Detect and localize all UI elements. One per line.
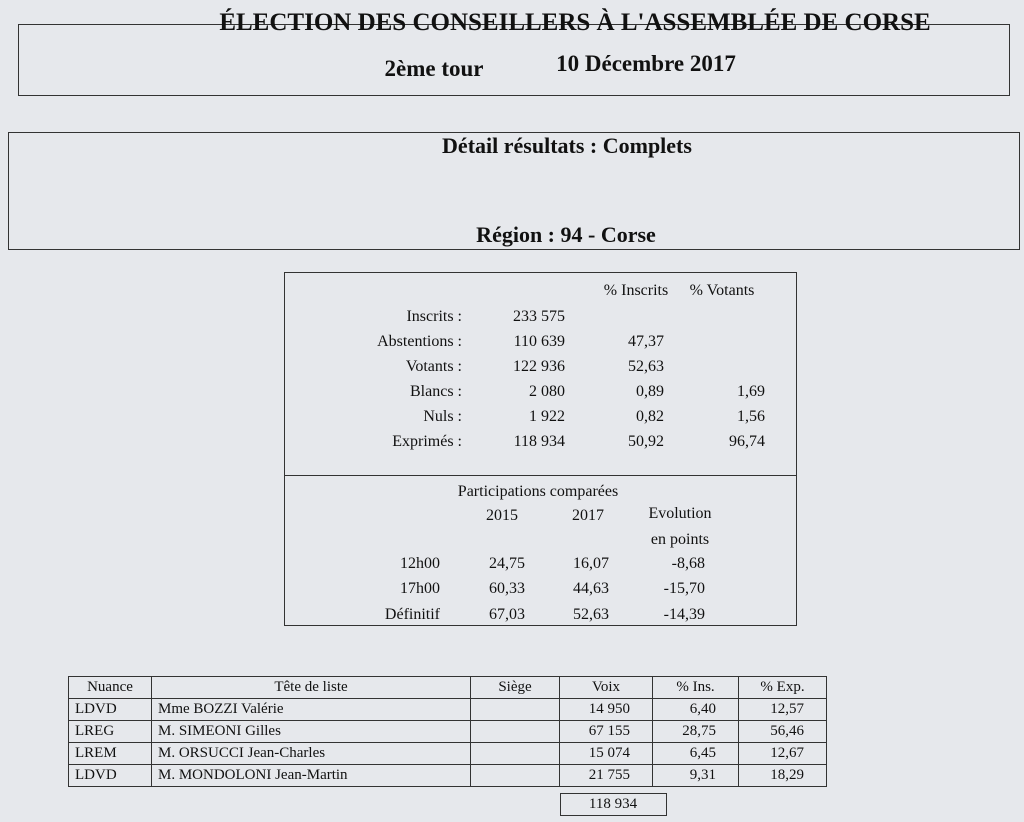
column-header: % Exp. <box>738 676 827 699</box>
results-header: Nuance Tête de liste Siège Voix % Ins. %… <box>68 676 827 699</box>
seat-cell <box>470 698 560 721</box>
row-label: Blancs : <box>410 383 462 400</box>
count: 2 080 <box>529 383 565 400</box>
total-box <box>560 793 667 816</box>
column-header: Voix <box>559 676 653 699</box>
result-row: LREG M. SIMEONI Gilles 67 155 28,75 56,46 <box>68 720 827 743</box>
column-header: 2017 <box>572 507 604 524</box>
pct-ins: 28,75 <box>652 720 739 743</box>
result-row: LREM M. ORSUCCI Jean-Charles 15 074 6,45 12,… <box>68 742 827 765</box>
row-label: Exprimés : <box>392 433 462 450</box>
evolution: -14,39 <box>663 606 705 623</box>
result-row: LDVD M. MONDOLONI Jean-Martin 21 755 9,31 18… <box>68 764 827 787</box>
column-header: % Ins. <box>652 676 739 699</box>
date: 10 Décembre 2017 <box>556 51 736 76</box>
value-2015: 60,33 <box>489 580 525 597</box>
votes: 15 074 <box>559 742 653 765</box>
votes: 21 755 <box>559 764 653 787</box>
pct-exp: 18,29 <box>738 764 827 787</box>
row-label: Nuls : <box>423 408 462 425</box>
column-header: % Votants <box>689 282 755 299</box>
nuance: LDVD <box>68 698 152 721</box>
value-2015: 67,03 <box>489 606 525 623</box>
total: 118 934 <box>588 796 638 812</box>
value-2017: 52,63 <box>573 606 609 623</box>
column-header: Siège <box>470 676 560 699</box>
pct-votants: 1,56 <box>737 408 765 425</box>
evolution: -8,68 <box>671 555 705 572</box>
seat-cell <box>470 742 560 765</box>
count: 118 934 <box>513 433 565 450</box>
results-body: LDVD Mme BOZZI Valérie 14 950 6,40 12,57 LREG… <box>68 698 827 787</box>
detail-box <box>8 132 1020 250</box>
candidate: M. SIMEONI Gilles <box>151 720 471 743</box>
count: 122 936 <box>513 358 565 375</box>
value-2015: 24,75 <box>489 555 525 572</box>
pct-ins: 9,31 <box>652 764 739 787</box>
pct-exp: 12,57 <box>738 698 827 721</box>
votes: 67 155 <box>559 720 653 743</box>
pct-exp: 56,46 <box>738 720 827 743</box>
count: 233 575 <box>513 308 565 325</box>
seat-cell <box>470 764 560 787</box>
detail-title: Détail résultats : Complets <box>442 133 692 158</box>
count: 110 639 <box>513 333 565 350</box>
pct-inscrits: 0,82 <box>636 408 664 425</box>
nuance: LREG <box>68 720 152 743</box>
candidate: Mme BOZZI Valérie <box>151 698 471 721</box>
row-label: Abstentions : <box>377 333 462 350</box>
pct-ins: 6,45 <box>652 742 739 765</box>
column-header: Evolution <box>648 505 712 522</box>
pct-inscrits: 47,37 <box>628 333 664 350</box>
column-header: en points <box>650 531 710 548</box>
row-label: 12h00 <box>400 555 440 572</box>
row-label: Votants : <box>405 358 462 375</box>
row-label: Définitif <box>384 606 440 623</box>
round: 2ème tour <box>384 56 484 81</box>
pct-votants: 1,69 <box>737 383 765 400</box>
candidate: M. ORSUCCI Jean-Charles <box>151 742 471 765</box>
header-box <box>18 24 1010 96</box>
nuance: LREM <box>68 742 152 765</box>
candidate: M. MONDOLONI Jean-Martin <box>151 764 471 787</box>
participation-title: Participations comparées <box>457 483 619 500</box>
pct-exp: 12,67 <box>738 742 827 765</box>
row-label: 17h00 <box>400 580 440 597</box>
votes: 14 950 <box>559 698 653 721</box>
column-header: Nuance <box>68 676 152 699</box>
row-label: Inscrits : <box>406 308 462 325</box>
participation-box <box>284 475 797 626</box>
result-row: LDVD Mme BOZZI Valérie 14 950 6,40 12,57 <box>68 698 827 721</box>
title: ÉLECTION DES CONSEILLERS À L'ASSEMBLÉE D… <box>219 9 931 36</box>
seat-cell <box>470 720 560 743</box>
region: Région : 94 - Corse <box>476 222 656 247</box>
count: 1 922 <box>529 408 565 425</box>
column-header: 2015 <box>486 507 518 524</box>
results-table: Nuance Tête de liste Siège Voix % Ins. %… <box>68 676 827 787</box>
value-2017: 16,07 <box>573 555 609 572</box>
nuance: LDVD <box>68 764 152 787</box>
column-header: Tête de liste <box>151 676 471 699</box>
pct-ins: 6,40 <box>652 698 739 721</box>
pct-inscrits: 50,92 <box>628 433 664 450</box>
pct-inscrits: 0,89 <box>636 383 664 400</box>
value-2017: 44,63 <box>573 580 609 597</box>
pct-inscrits: 52,63 <box>628 358 664 375</box>
pct-votants: 96,74 <box>729 433 765 450</box>
evolution: -15,70 <box>663 580 705 597</box>
column-header: % Inscrits <box>603 282 669 299</box>
